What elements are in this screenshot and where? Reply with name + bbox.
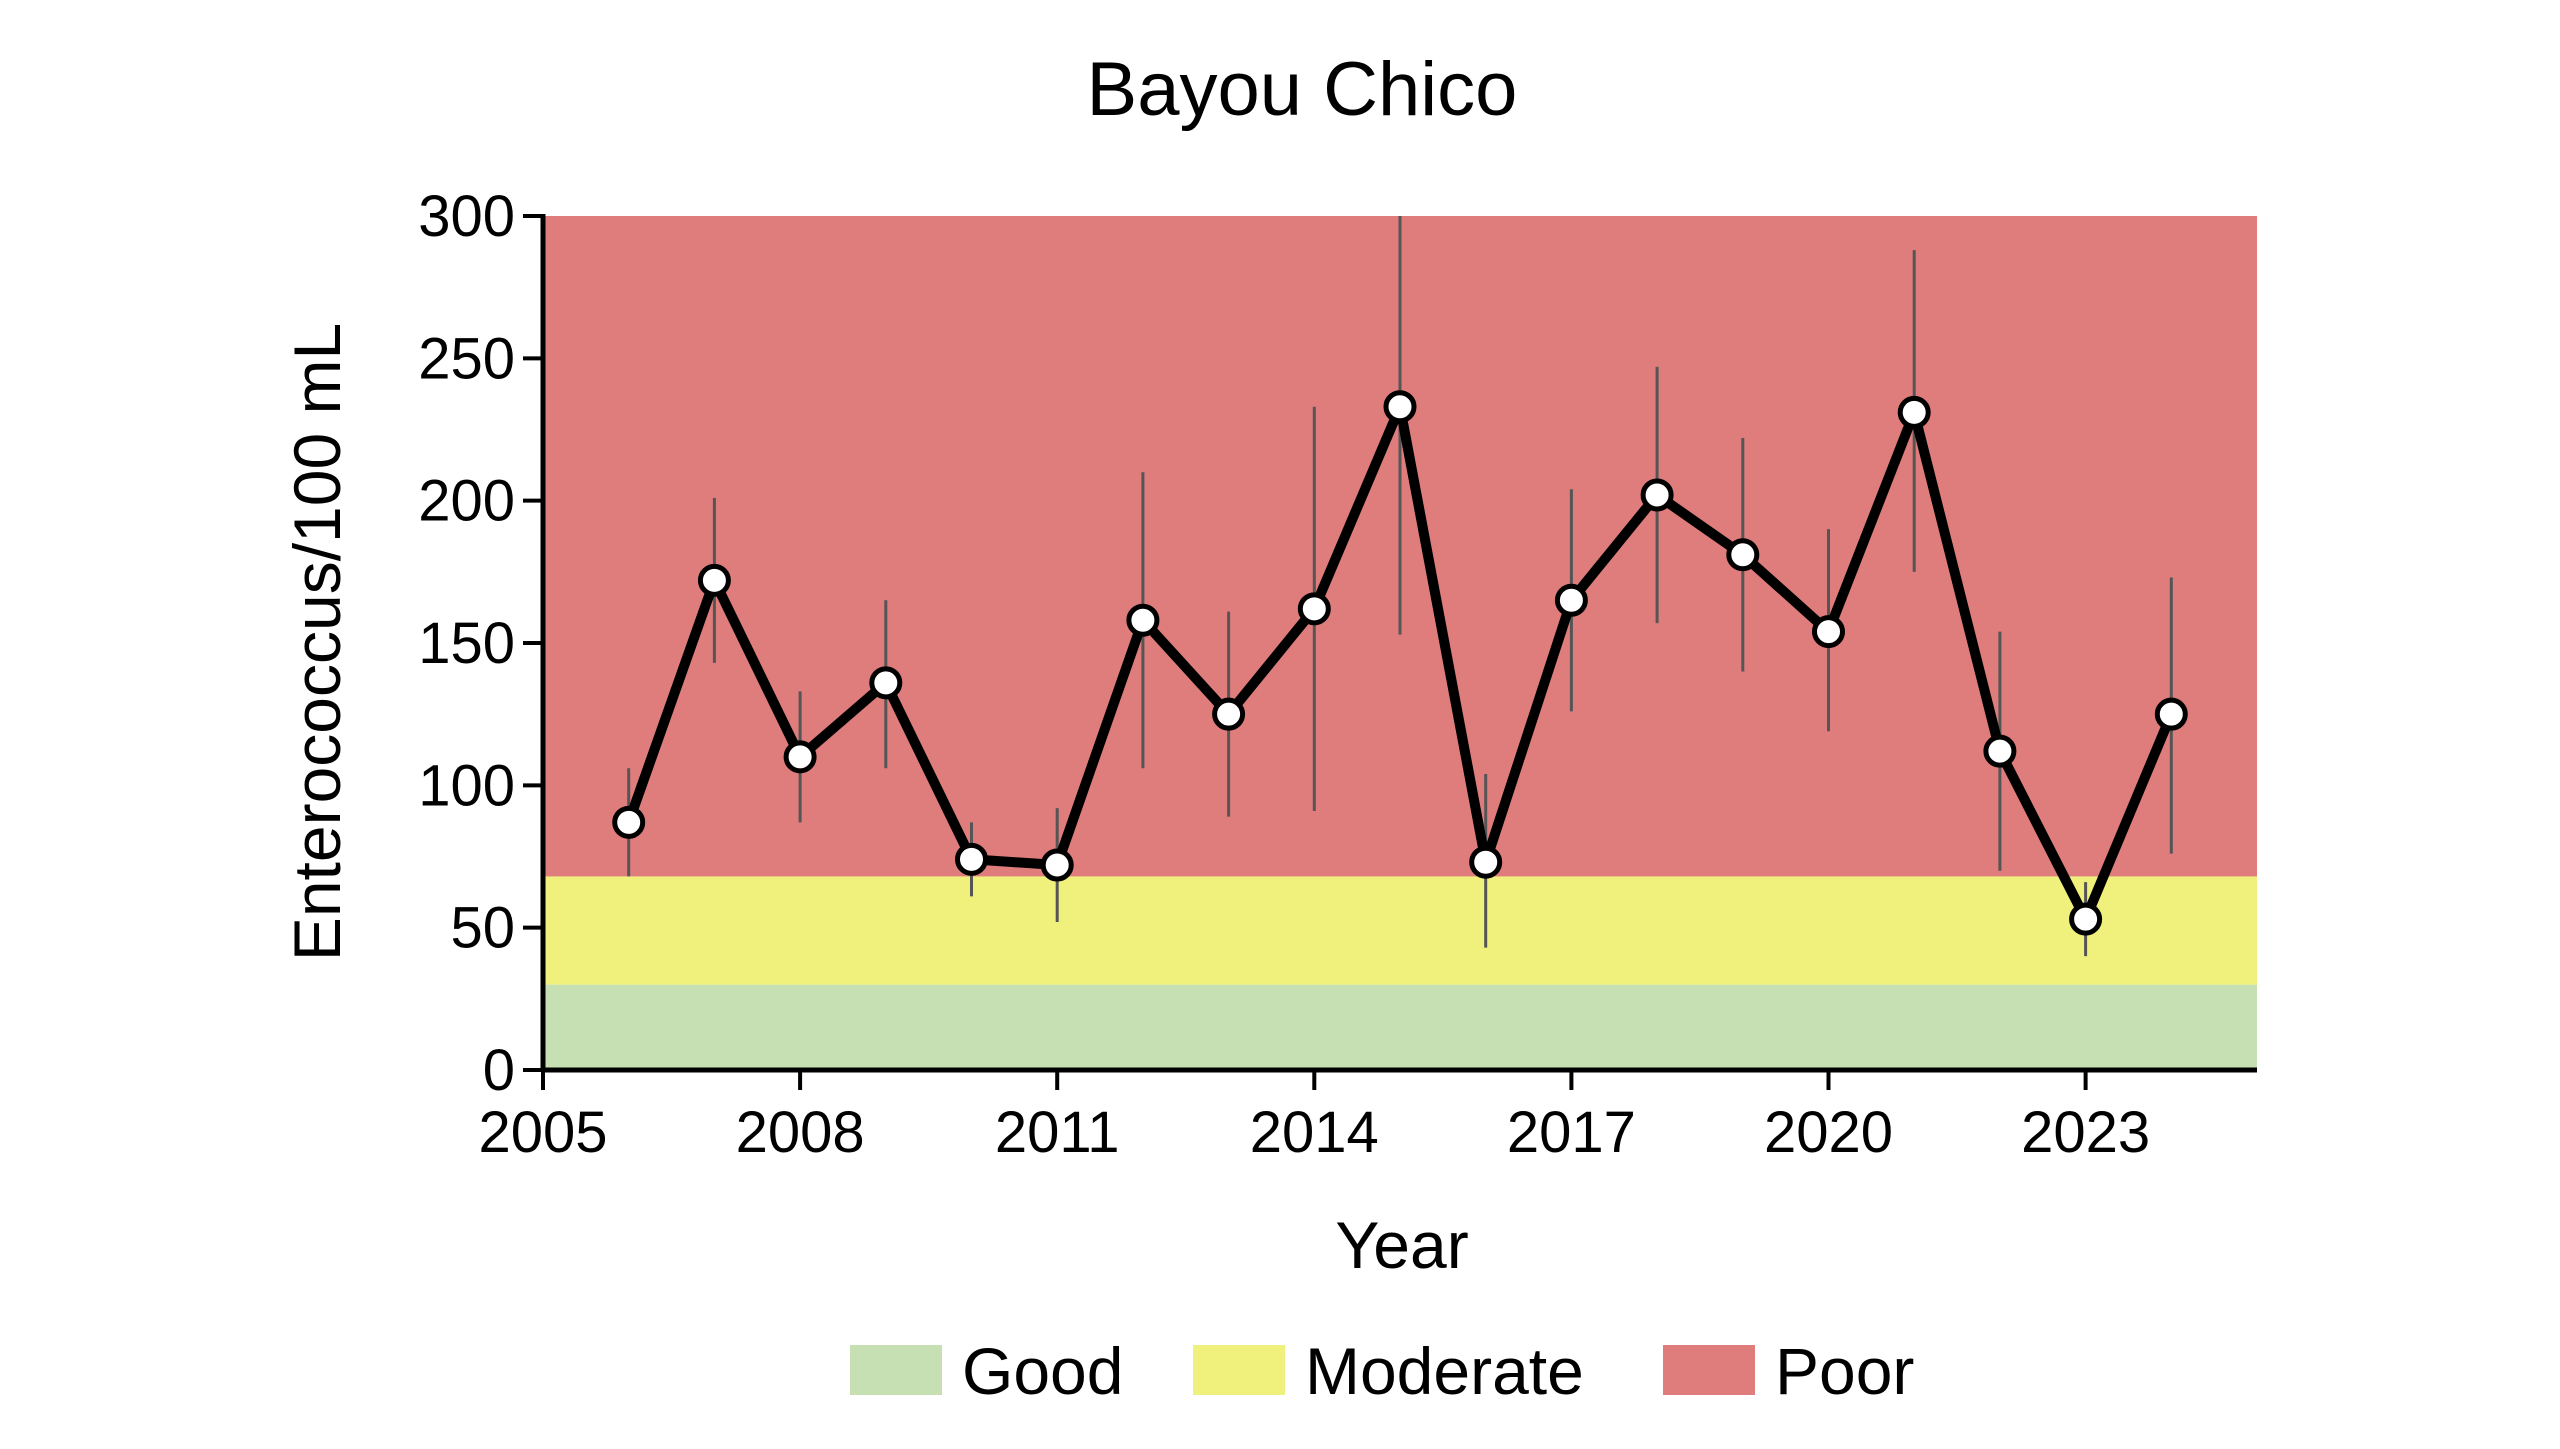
chart-title: Bayou Chico (1087, 47, 1518, 132)
data-point-2022 (1983, 734, 2017, 768)
data-point-2014 (1297, 592, 1331, 626)
y-tick-label: 300 (418, 184, 515, 249)
y-tick-label: 50 (450, 896, 515, 961)
quality-bands (543, 216, 2257, 1070)
data-point-2008 (783, 740, 817, 774)
data-point-2016 (1469, 845, 1503, 879)
data-points (612, 390, 2188, 936)
x-tick-label: 2005 (478, 1100, 607, 1165)
x-tick-label: 2008 (736, 1100, 865, 1165)
x-tick-label: 2014 (1250, 1100, 1379, 1165)
data-point-2018 (1640, 478, 1674, 512)
data-point-2007 (697, 563, 731, 597)
y-tick-label: 200 (418, 469, 515, 534)
legend-label-good: Good (962, 1334, 1123, 1408)
legend-swatch-poor (1663, 1345, 1755, 1395)
x-tick-label: 2020 (1764, 1100, 1893, 1165)
legend: Good Moderate Poor (850, 1334, 1914, 1408)
data-point-2021 (1897, 395, 1931, 429)
data-point-2011 (1040, 848, 1074, 882)
y-tick-label: 150 (418, 611, 515, 676)
data-point-2013 (1212, 697, 1246, 731)
data-point-2006 (612, 805, 646, 839)
legend-label-moderate: Moderate (1305, 1334, 1584, 1408)
y-tick-label: 250 (418, 326, 515, 391)
x-tick-label: 2011 (995, 1100, 1120, 1165)
band-good (543, 984, 2257, 1070)
x-tick-label: 2017 (1507, 1100, 1636, 1165)
data-point-2009 (869, 666, 903, 700)
data-point-2017 (1554, 583, 1588, 617)
data-point-2020 (1812, 615, 1845, 649)
y-axis-ticks: 0 50 100 150 200 250 300 (418, 184, 543, 1103)
data-point-2015 (1383, 390, 1417, 424)
x-tick-label: 2023 (2021, 1100, 2150, 1165)
legend-swatch-moderate (1193, 1345, 1285, 1395)
data-point-2012 (1126, 603, 1160, 637)
legend-label-poor: Poor (1775, 1334, 1914, 1408)
band-moderate (543, 876, 2257, 985)
y-axis-label: Enterococcus/100 mL (280, 323, 354, 961)
data-point-2024 (2154, 697, 2188, 731)
y-tick-label: 100 (418, 753, 515, 818)
x-axis-ticks: 2005 2008 2011 2014 2017 2020 2023 (478, 1070, 2150, 1165)
data-point-2019 (1726, 538, 1760, 572)
y-tick-label: 0 (483, 1038, 515, 1103)
legend-swatch-good (850, 1345, 942, 1395)
x-axis-label: Year (1335, 1208, 1468, 1282)
data-point-2023 (2069, 902, 2103, 936)
data-point-2010 (955, 842, 988, 876)
